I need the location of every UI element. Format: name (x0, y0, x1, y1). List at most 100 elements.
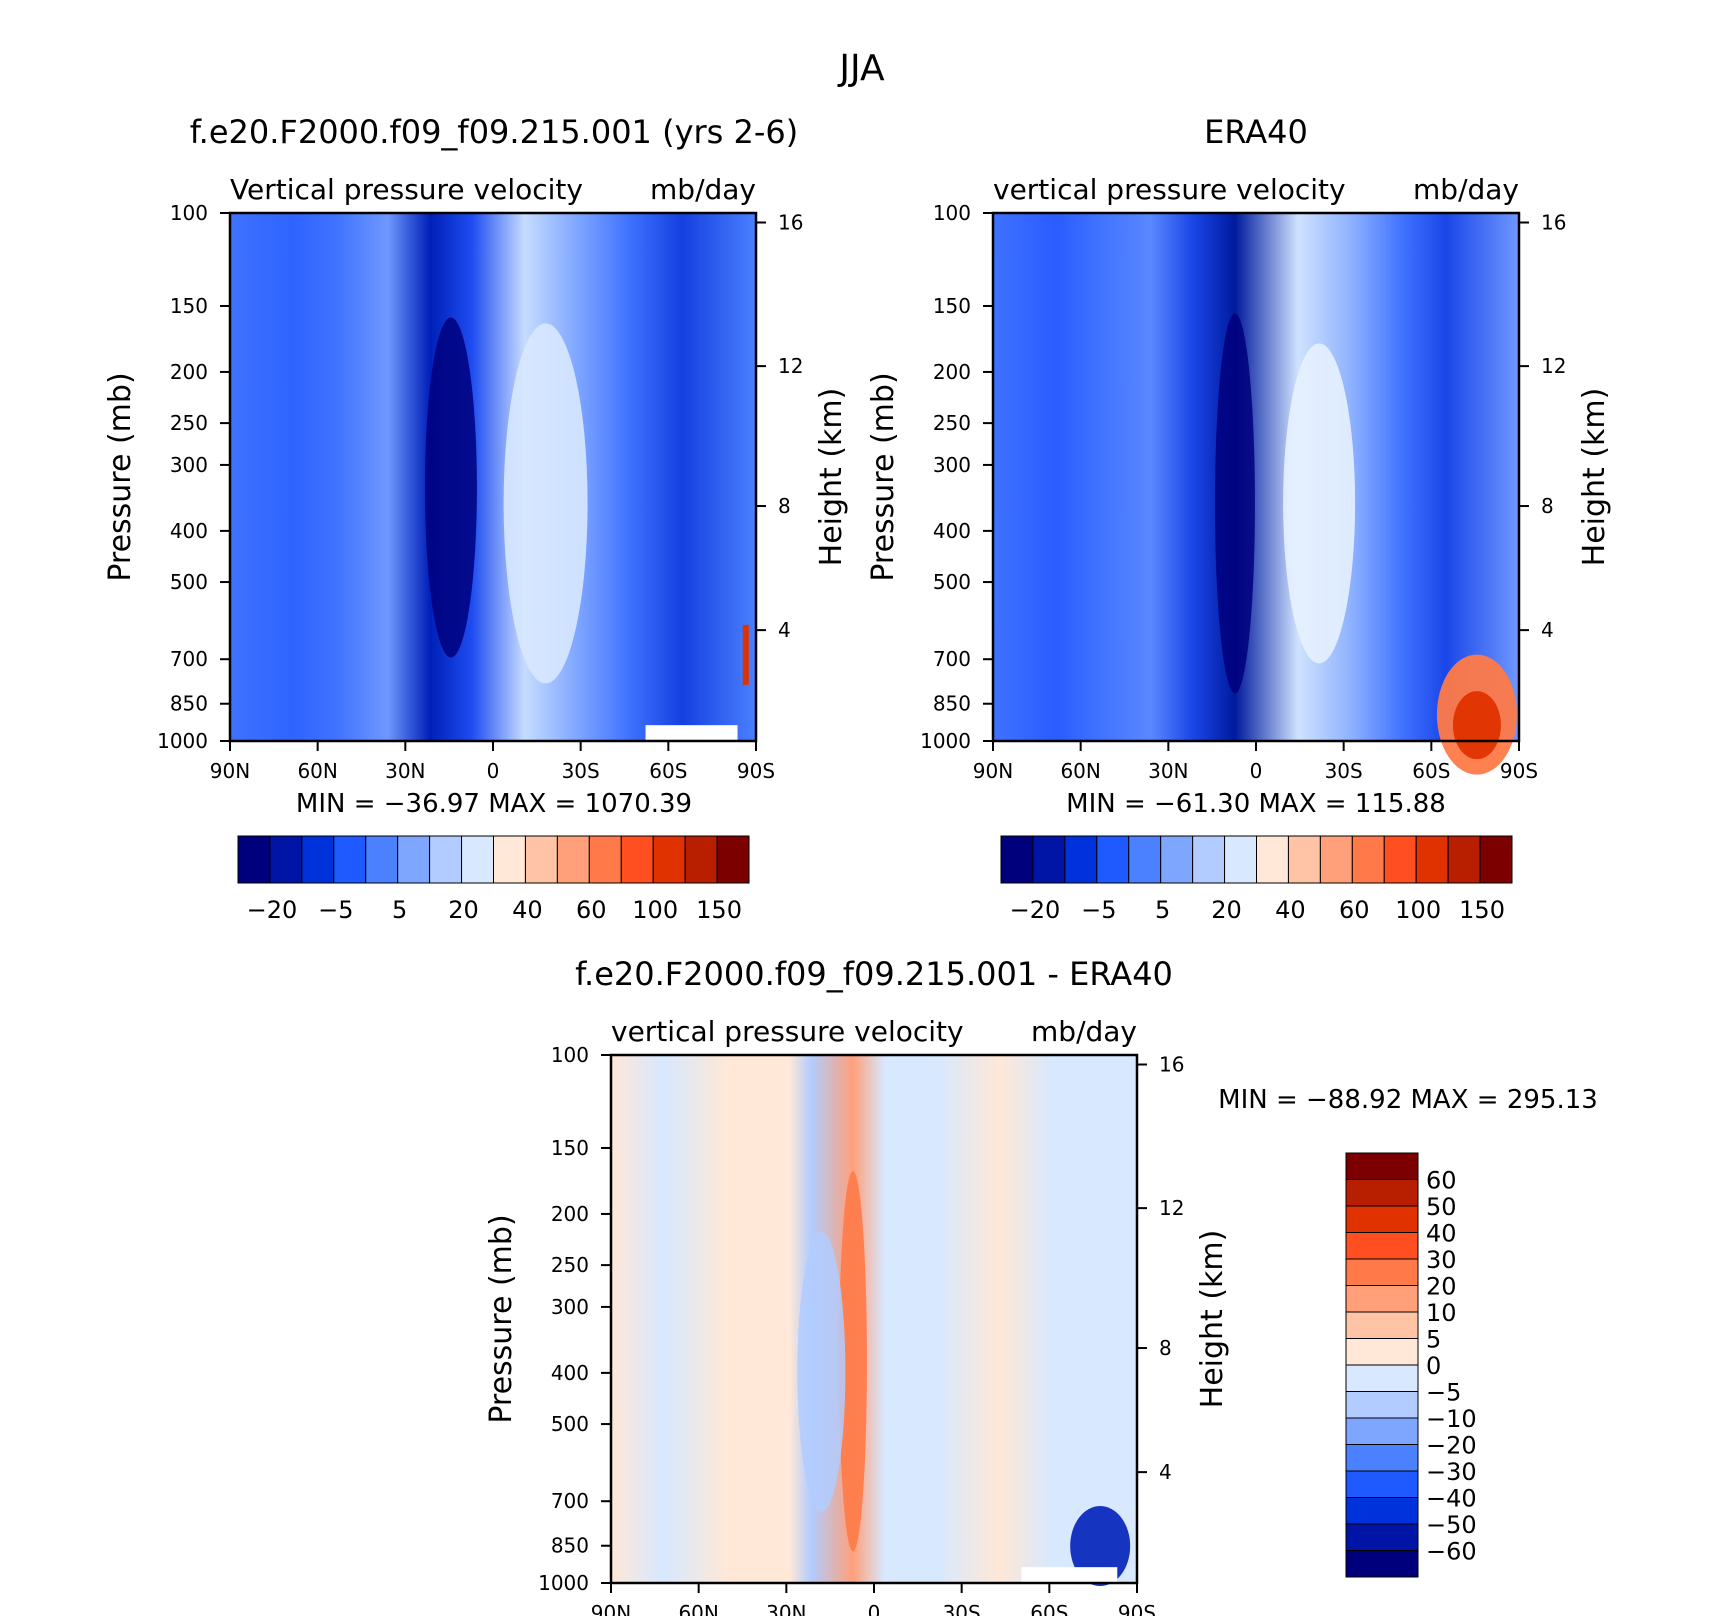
y-right-tick-label: 12 (778, 354, 803, 378)
y-tick-label: 200 (551, 1202, 589, 1226)
colorbar-swatch (1345, 1364, 1419, 1392)
x-tick-label: 30S (943, 1601, 981, 1616)
y-tick-label: 250 (170, 411, 208, 435)
y-tick-label: 700 (551, 1489, 589, 1513)
colorbar-swatch (620, 835, 654, 884)
colorbar-label: −60 (1426, 1538, 1477, 1566)
x-tick-label: 90S (737, 759, 775, 783)
colorbar-label: 150 (1459, 896, 1505, 924)
colorbar-label: 100 (632, 896, 678, 924)
colorbar-label: 5 (1155, 896, 1170, 924)
min-max-stats: MIN = −36.97 MAX = 1070.39 (296, 789, 692, 819)
colorbar-swatch (397, 835, 431, 884)
x-tick-label: 60S (1030, 1601, 1068, 1616)
x-tick-label: 0 (487, 759, 500, 783)
x-tick-label: 30N (766, 1601, 806, 1616)
colorbar-label: −10 (1426, 1405, 1477, 1433)
colorbar-swatch (301, 835, 335, 884)
y-axis-label: Pressure (mb) (103, 372, 138, 581)
y-tick-label: 500 (933, 570, 971, 594)
colorbar-swatch (1128, 835, 1162, 884)
y-axis-label: Pressure (mb) (866, 372, 901, 581)
colorbar-label: 40 (512, 896, 543, 924)
y-right-axis-label: Height (km) (1195, 1230, 1230, 1409)
colorbar-label: 50 (1426, 1193, 1457, 1221)
colorbar-label: 60 (1426, 1167, 1457, 1195)
x-tick-label: 60N (1060, 759, 1100, 783)
colorbar-swatch (1160, 835, 1194, 884)
panel-subtitle-variable: vertical pressure velocity (993, 173, 1346, 206)
colorbar-swatch (1345, 1152, 1419, 1180)
figure-title: JJA (837, 48, 885, 89)
colorbar-label: 20 (448, 896, 479, 924)
x-tick-label: 30N (1148, 759, 1188, 783)
y-tick-label: 100 (170, 201, 208, 225)
y-tick-label: 400 (551, 1361, 589, 1385)
panel-subtitle-units: mb/day (650, 173, 756, 206)
colorbar-label: −5 (1081, 896, 1116, 924)
colorbar-swatch (269, 835, 303, 884)
contour-blob (838, 1171, 867, 1552)
panel-title: f.e20.F2000.f09_f09.215.001 (yrs 2-6) (190, 113, 799, 151)
colorbar-swatch (1345, 1338, 1419, 1366)
y-right-tick-label: 8 (778, 494, 791, 518)
colorbar-swatch (684, 835, 718, 884)
x-tick-label: 0 (1250, 759, 1263, 783)
colorbar-label: 60 (1339, 896, 1370, 924)
colorbar-swatch (237, 835, 271, 884)
colorbar-swatch (1032, 835, 1066, 884)
colorbar-swatch (429, 835, 463, 884)
y-tick-label: 250 (933, 411, 971, 435)
x-tick-label: 90S (1118, 1601, 1156, 1616)
colorbar-label: 20 (1211, 896, 1242, 924)
y-right-tick-label: 4 (1159, 1460, 1172, 1484)
colorbar-swatch (1192, 835, 1226, 884)
colorbar-swatch (1345, 1179, 1419, 1207)
contour-blob (1070, 1506, 1131, 1587)
panel-title: ERA40 (1204, 113, 1308, 151)
colorbar-label: 30 (1426, 1246, 1457, 1274)
colorbar-swatch (1224, 835, 1257, 884)
panel-subtitle-units: mb/day (1031, 1015, 1137, 1048)
y-tick-label: 400 (933, 519, 971, 543)
contour-field (230, 213, 756, 741)
colorbar-swatch (1479, 835, 1513, 884)
colorbar-swatch (1345, 1232, 1419, 1260)
colorbar-label: 60 (576, 896, 607, 924)
colorbar-swatch (1096, 835, 1130, 884)
contour-blob (1214, 313, 1255, 694)
colorbar-swatch (1415, 835, 1449, 884)
colorbar-swatch (1319, 835, 1353, 884)
colorbar-label: −20 (1010, 896, 1061, 924)
colorbar-label: 10 (1426, 1299, 1457, 1327)
y-right-axis-label: Height (km) (1577, 388, 1612, 567)
colorbar-swatch (1345, 1205, 1419, 1233)
colorbar-swatch (1345, 1285, 1419, 1313)
y-tick-label: 700 (933, 647, 971, 671)
min-max-stats: MIN = −88.92 MAX = 295.13 (1218, 1085, 1598, 1115)
colorbar-label: −5 (318, 896, 353, 924)
panel-difference: f.e20.F2000.f09_f09.215.001 - ERA40 verti… (484, 955, 1598, 1616)
contour-field (993, 213, 1519, 741)
y-right-axis-label: Height (km) (814, 388, 849, 567)
x-tick-label: 90N (591, 1601, 631, 1616)
colorbar-swatch (1287, 835, 1321, 884)
colorbar-swatch (1000, 835, 1034, 884)
panel-subtitle-variable: Vertical pressure velocity (230, 173, 583, 206)
colorbar-label: −30 (1426, 1458, 1477, 1486)
colorbar-swatch (365, 835, 399, 884)
y-tick-label: 100 (551, 1043, 589, 1067)
y-right-tick-label: 4 (1541, 618, 1554, 642)
colorbar-swatch (1345, 1497, 1419, 1525)
panel-era40: ERA40 vertical pressure velocity mb/day 100… (866, 113, 1612, 924)
y-tick-label: 400 (170, 519, 208, 543)
colorbar-swatch (1345, 1391, 1419, 1419)
x-tick-label: 60S (649, 759, 687, 783)
colorbar-swatch (493, 835, 526, 884)
colorbar-swatch (1345, 1258, 1419, 1286)
y-tick-label: 700 (170, 647, 208, 671)
x-tick-label: 30N (385, 759, 425, 783)
colorbar-label: −5 (1426, 1379, 1461, 1407)
min-max-stats: MIN = −61.30 MAX = 115.88 (1066, 789, 1446, 819)
y-right-tick-label: 12 (1159, 1196, 1184, 1220)
